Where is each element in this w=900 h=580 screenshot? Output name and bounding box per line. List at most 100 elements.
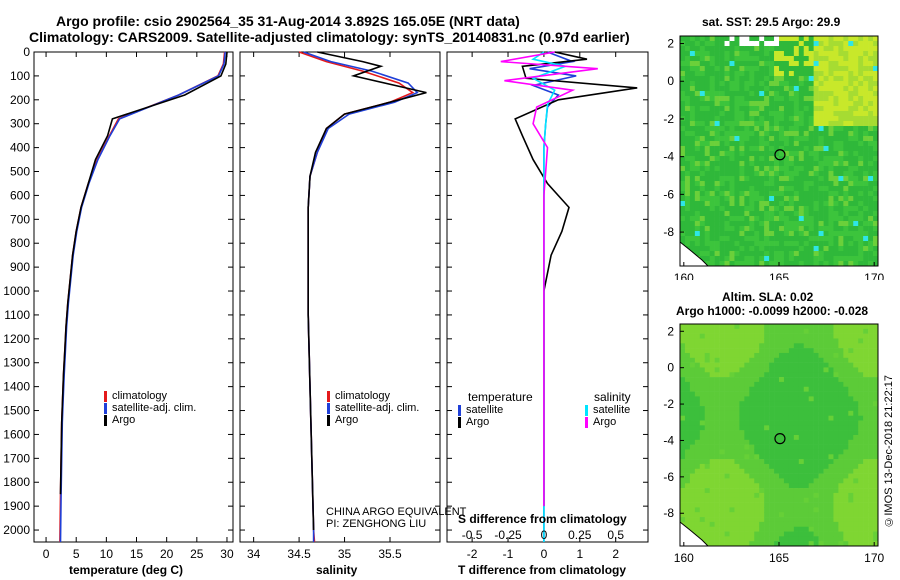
- map-cell: [774, 146, 780, 152]
- map-cell: [783, 196, 790, 202]
- map-cell: [793, 86, 800, 92]
- map-cell: [734, 324, 740, 330]
- map-cell: [719, 226, 725, 232]
- map-cell: [858, 541, 864, 547]
- map-cell: [779, 497, 785, 503]
- map-cell: [838, 333, 844, 339]
- map-cell: [868, 56, 874, 62]
- map-cell: [813, 96, 819, 102]
- map-cell: [684, 76, 691, 82]
- map-cell: [853, 121, 859, 127]
- map-cell: [689, 497, 696, 503]
- map-cell: [699, 96, 706, 102]
- map-cell: [779, 96, 785, 102]
- map-cell: [798, 146, 805, 152]
- map-cell: [848, 261, 854, 267]
- map-cell: [863, 406, 869, 412]
- map-cell: [828, 444, 834, 450]
- map-cell: [853, 261, 859, 267]
- map-cell: [709, 141, 715, 147]
- map-cell: [783, 381, 790, 388]
- map-cell: [774, 391, 780, 397]
- map-cell: [788, 206, 795, 212]
- map-cell: [704, 517, 710, 523]
- map-cell: [803, 357, 809, 363]
- map-cell: [803, 171, 809, 177]
- map-cell: [684, 136, 691, 142]
- map-cell: [793, 181, 800, 187]
- map-cell: [754, 241, 760, 247]
- map-cell: [689, 343, 696, 349]
- map-cell: [788, 415, 795, 421]
- map-cell: [764, 502, 770, 508]
- map-cell: [744, 488, 750, 494]
- map-cell: [744, 146, 750, 152]
- map-cell: [858, 386, 864, 392]
- map-cell: [749, 362, 755, 368]
- map-cell: [779, 541, 785, 547]
- map-cell: [823, 492, 829, 499]
- map-cell: [709, 396, 715, 402]
- map-cell: [744, 425, 750, 431]
- map-cell: [724, 410, 730, 416]
- map-cell: [803, 372, 809, 378]
- map-cell: [709, 536, 715, 542]
- map-cell: [818, 512, 824, 518]
- map-cell: [734, 348, 740, 354]
- map-cell: [818, 181, 824, 187]
- map-cell: [793, 166, 800, 172]
- map-cell: [709, 348, 715, 354]
- map-cell: [828, 201, 834, 207]
- map-cell: [813, 181, 819, 187]
- y-tick-label: -6: [663, 470, 674, 484]
- map-cell: [684, 444, 691, 450]
- map-cell: [798, 386, 805, 392]
- map-cell: [828, 367, 834, 373]
- map-cell: [704, 216, 710, 222]
- map-cell: [833, 507, 839, 513]
- map-cell: [788, 211, 795, 217]
- map-cell: [813, 377, 819, 383]
- map-cell: [873, 343, 879, 349]
- map-cell: [714, 352, 720, 359]
- map-cell: [833, 483, 839, 489]
- map-cell: [833, 191, 839, 197]
- map-cell: [863, 81, 869, 87]
- map-cell: [689, 186, 696, 192]
- map-cell: [729, 51, 735, 57]
- map-cell: [729, 116, 735, 122]
- map-cell: [774, 362, 780, 368]
- map-cell: [759, 357, 765, 363]
- map-cell: [808, 420, 814, 426]
- map-cell: [783, 517, 790, 523]
- map-cell: [868, 372, 874, 378]
- map-cell: [704, 415, 710, 421]
- map-cell: [704, 463, 710, 470]
- map-cell: [729, 473, 735, 479]
- map-cell: [749, 161, 755, 167]
- map-cell: [858, 256, 864, 262]
- map-cell: [823, 146, 829, 152]
- map-cell: [744, 41, 750, 47]
- map-cell: [724, 333, 730, 339]
- map-cell: [858, 41, 864, 47]
- map-cell: [838, 111, 844, 117]
- map-cell: [689, 391, 696, 397]
- map-cell: [724, 181, 730, 187]
- map-cell: [744, 186, 750, 192]
- map-cell: [744, 56, 750, 62]
- map-cell: [734, 46, 740, 52]
- map-cell: [798, 459, 805, 465]
- map-cell: [823, 459, 829, 465]
- map-cell: [853, 415, 859, 421]
- map-cell: [739, 468, 745, 474]
- map-cell: [848, 435, 854, 441]
- map-cell: [754, 439, 760, 445]
- map-cell: [744, 531, 750, 537]
- map-cell: [724, 463, 730, 470]
- map-cell: [744, 66, 750, 72]
- map-cell: [769, 502, 775, 508]
- map-cell: [680, 352, 686, 359]
- series-line-satellite-adj-clim-: [59, 51, 226, 543]
- map-cell: [709, 386, 715, 392]
